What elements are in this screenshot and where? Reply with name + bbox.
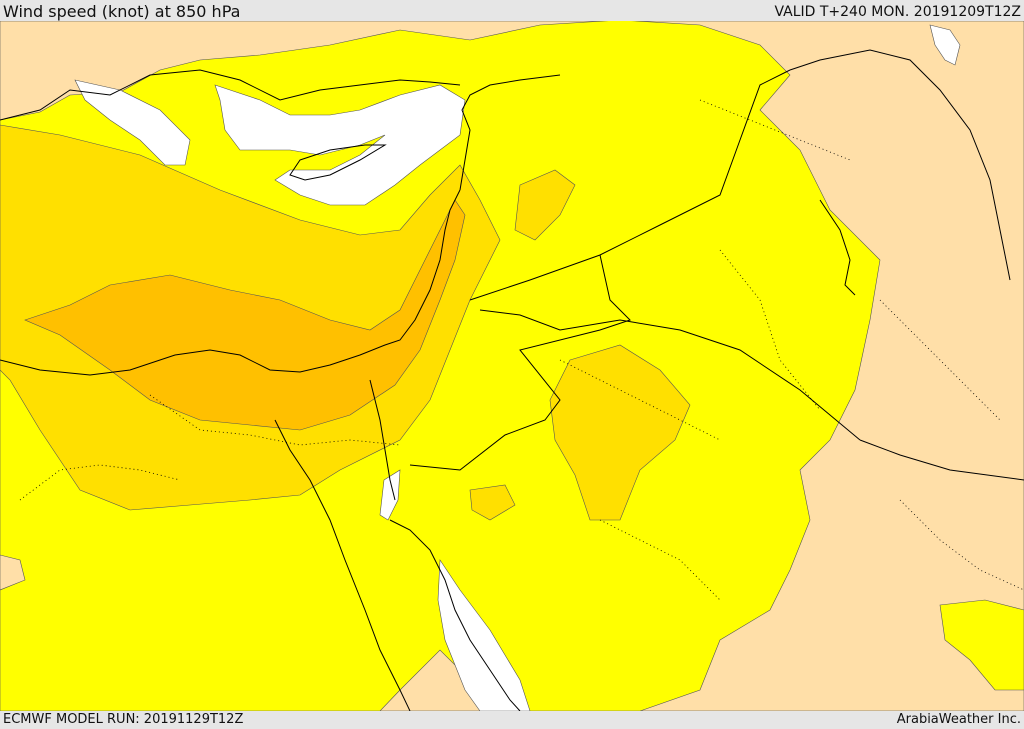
model-run-label: ECMWF MODEL RUN: 20191129T12Z: [3, 712, 244, 727]
internal-boundary-8: [899, 499, 1024, 591]
border-jordan-east: [409, 254, 631, 471]
coastline-anatolia: [0, 69, 461, 121]
header-bar: [0, 0, 1024, 21]
band-orange: [24, 199, 466, 431]
border-iraq-iran: [789, 49, 1011, 281]
band-gold-north: [514, 169, 576, 241]
calm-area-med-central: [214, 84, 466, 206]
band-gold-east: [549, 344, 691, 521]
map-title: Wind speed (knot) at 850 hPa: [3, 2, 241, 21]
coastline-red-sea-east: [389, 519, 521, 711]
internal-boundary-6: [879, 299, 1001, 421]
footer-bar: [0, 711, 1024, 729]
internal-boundary-7: [699, 99, 851, 161]
border-saudi-iraq: [859, 439, 1024, 481]
coastline-levant: [459, 74, 561, 191]
map-canvas: [0, 21, 1024, 711]
valid-time: VALID T+240 MON. 20191209T12Z: [774, 4, 1021, 20]
internal-boundary-1: [149, 394, 401, 446]
calm-area-aqaba: [379, 469, 401, 521]
credit-label: ArabiaWeather Inc.: [896, 712, 1021, 727]
border-iraq-syria: [469, 69, 791, 301]
border-jordan-saudi: [479, 309, 861, 441]
coastline-sinai: [369, 379, 396, 501]
calm-area-caspian: [929, 24, 961, 66]
band-yellow-east: [939, 599, 1024, 691]
coastline-gulf: [819, 199, 856, 296]
coastline-red-sea-west: [274, 419, 411, 711]
calm-area-red-sea: [437, 559, 531, 711]
internal-boundary-4: [719, 249, 821, 411]
internal-boundary-2: [19, 464, 181, 501]
calm-area-med-north: [74, 79, 191, 166]
band-light-patch-sw: [0, 554, 26, 591]
coastline-north-africa: [0, 189, 461, 376]
band-gold-patch: [469, 484, 516, 521]
coastline-cyprus: [289, 144, 387, 181]
